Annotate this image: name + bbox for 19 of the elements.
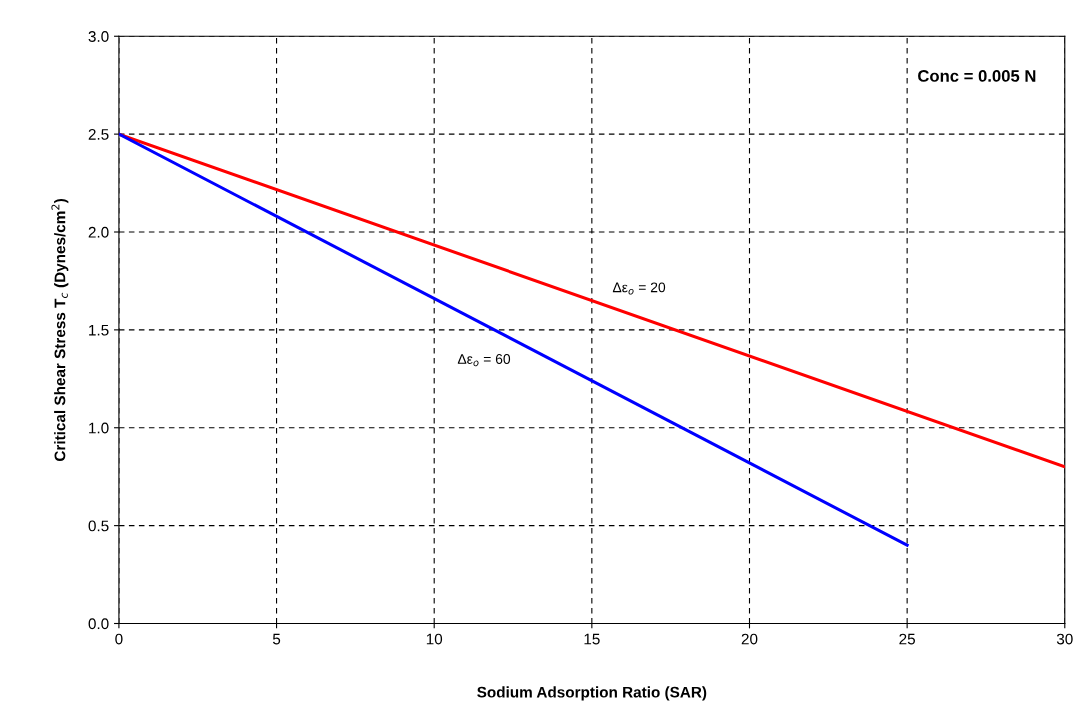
y-tick-label: 1.5 <box>89 324 109 336</box>
x-tick-label: 0 <box>115 633 123 645</box>
x-tick-label: 10 <box>426 633 443 645</box>
x-tick-label: 20 <box>741 633 758 645</box>
y-tick-label: 0.0 <box>88 618 109 630</box>
x-tick-label: 5 <box>272 633 281 645</box>
series-label: Δε$_{o}$ = 60 <box>457 354 511 367</box>
y-tick-label: 2.0 <box>88 226 109 238</box>
y-tick-label: 0.5 <box>88 520 109 532</box>
x-tick-label: 25 <box>899 633 915 645</box>
y-tick-label: 1.0 <box>89 422 109 434</box>
x-tick-label: 30 <box>1056 633 1073 645</box>
y-axis-title: Critical Shear Stress T$_{c}$ (Dynes/cm$^{2}$) <box>51 198 69 462</box>
y-tick-label: 3.0 <box>88 31 109 42</box>
series-label: Δε$_{o}$ = 20 <box>612 282 666 295</box>
y-tick-label: 2.5 <box>88 128 109 140</box>
x-axis-title: Sodium Adsorption Ratio (SAR) <box>477 686 707 701</box>
annotation: Conc = 0.005 N <box>918 70 1036 82</box>
x-tick-label: 15 <box>584 633 600 645</box>
